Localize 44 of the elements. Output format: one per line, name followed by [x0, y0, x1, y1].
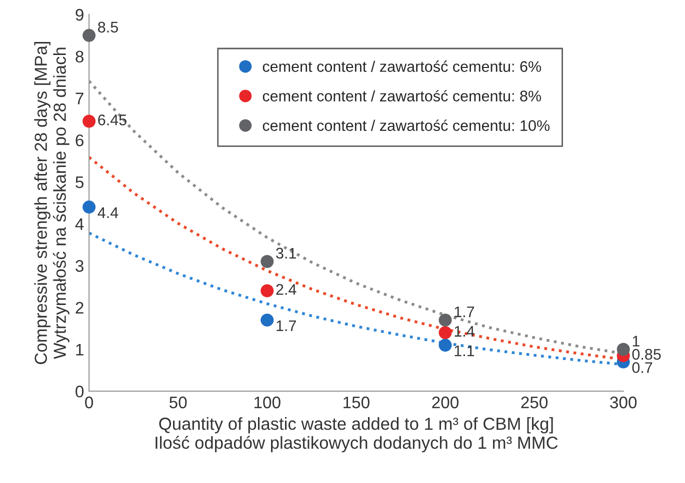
data-label: 0.7: [632, 362, 652, 373]
x-tick-label: 0: [85, 396, 94, 408]
data-label: 4.4: [98, 207, 118, 218]
point: [260, 254, 274, 268]
x-tick-label: 300: [610, 396, 637, 408]
data-label: 0.85: [632, 348, 661, 360]
x-tick-label: 50: [170, 396, 187, 408]
x-tick-label: 100: [254, 396, 280, 408]
y-tick-label: 6: [76, 134, 84, 146]
data-label: 2.4: [276, 284, 296, 295]
y-tick-label: 3: [76, 260, 84, 272]
x-tick-label: 250: [521, 396, 548, 408]
point: [260, 284, 274, 298]
y-tick-label: 4: [75, 218, 84, 230]
point: [438, 326, 452, 340]
point: [82, 28, 96, 42]
data-label: 1.7: [454, 306, 474, 318]
legend-label: cement content / zawartość cementu: 10%: [262, 120, 550, 131]
data-label: 6.45: [98, 114, 126, 126]
point: [82, 114, 96, 128]
y-tick-label: 9: [76, 8, 84, 21]
legend-label: cement content / zawartość cementu: 6%: [262, 60, 542, 72]
y-tick-label: 7: [76, 92, 84, 104]
point: [82, 200, 96, 214]
y-tick-label: 5: [76, 176, 84, 188]
point: [438, 338, 452, 352]
y-tick-label: 2: [76, 302, 84, 314]
data-label: 8.5: [98, 22, 118, 33]
data-label: 1.1: [454, 346, 474, 356]
data-label: 1.4: [454, 326, 474, 337]
x-tick-label: 200: [432, 396, 459, 408]
point: [260, 314, 274, 327]
data-label: 1.7: [276, 320, 296, 331]
y-tick-label: 0: [76, 386, 84, 398]
y-tick-label: 8: [76, 50, 84, 63]
data-label: 3.1: [276, 248, 296, 259]
x-axis-title: Quantity of plastic waste added to 1 m³ of CBM [kg] Ilość odpadów plastikowych dodanych do 1 m³ MMC: [156, 417, 558, 452]
point: [438, 314, 452, 327]
point: [616, 342, 630, 356]
y-axis-title: Compressive strength after 28 days [MPa] Wytrzymałość na ściskanie po 28 dniach: [34, 42, 70, 364]
x-tick-label: 150: [344, 396, 370, 408]
legend-label: cement content / zawartość cementu: 8%: [262, 90, 542, 102]
y-tick-label: 1: [76, 344, 84, 356]
data-label: 1: [632, 336, 640, 346]
